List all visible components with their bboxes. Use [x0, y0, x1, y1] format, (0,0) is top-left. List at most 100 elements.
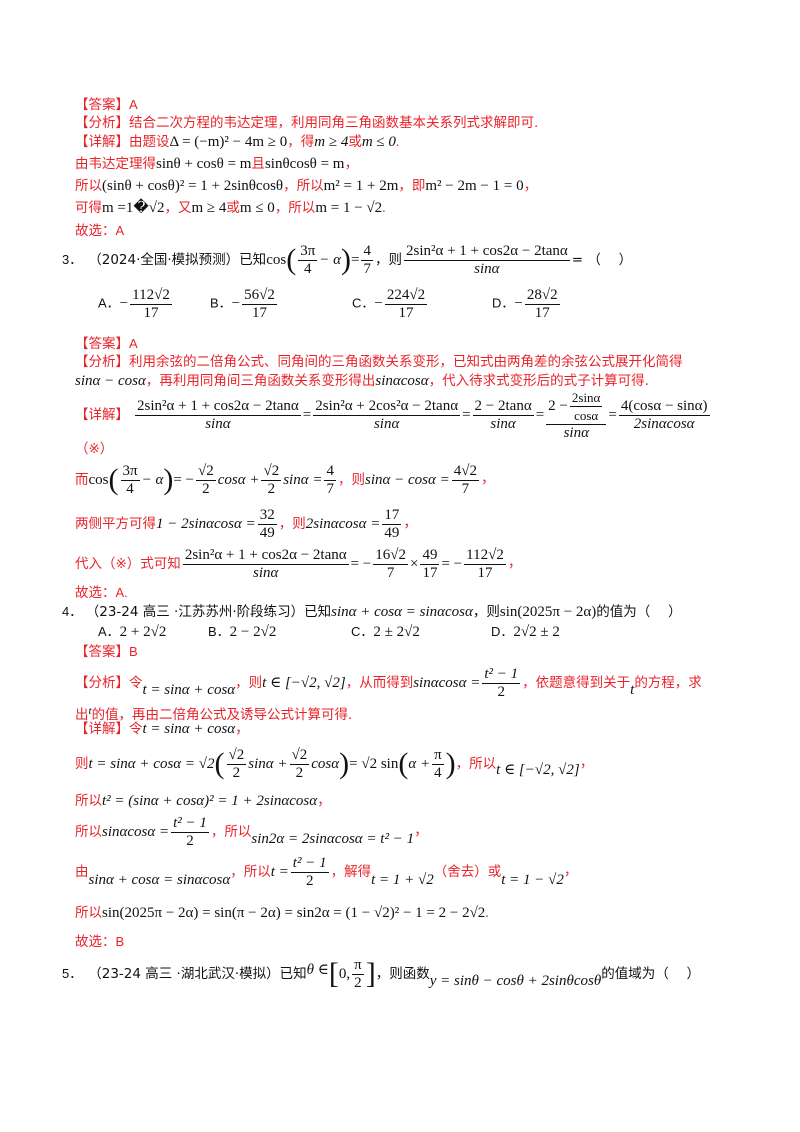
- analysis-text: 结合二次方程的韦达定理，利用同角三角函数基本关系列式求解即可.: [129, 115, 539, 131]
- numerator: 56√2: [242, 286, 277, 305]
- answer-value: A: [129, 97, 138, 112]
- fraction: √2 2: [289, 747, 310, 782]
- numerator: 4(cosα − sinα): [618, 397, 710, 416]
- denominator: 2: [202, 480, 210, 497]
- detail-text: 所以: [75, 793, 102, 809]
- detail-text: .: [485, 906, 489, 921]
- option-b[interactable]: B．− 56√2 17: [210, 287, 352, 322]
- reference-mark: （※）: [75, 441, 114, 457]
- math-expression: 1 − 2sinαcosα =: [156, 516, 256, 532]
- q3-mark: （※）: [75, 440, 113, 459]
- q4-analysis-line2: 出t的值，再由二倍角公式及诱导公式计算可得.: [75, 702, 352, 725]
- detail-text: 所以: [75, 178, 102, 194]
- fraction: 32 49: [257, 507, 277, 542]
- option-label: B．: [208, 624, 230, 639]
- math-expression: m ≤ 0: [239, 200, 275, 216]
- detail-text: ，所以: [455, 756, 497, 772]
- detail-text: .: [395, 135, 400, 150]
- numerator-prefix: 2 −: [548, 397, 568, 414]
- analysis-text: ，再利用同角间三角函数关系变形得出: [145, 373, 376, 389]
- left-paren: (: [398, 747, 409, 780]
- numerator: √2: [196, 462, 216, 481]
- math-expression: t = sinα + cosα: [142, 721, 236, 737]
- detail-text: 所以: [75, 905, 102, 921]
- denominator: 17: [477, 564, 493, 581]
- fraction: 2sin²α + 1 + cos2α − 2tanα sinα: [182, 546, 349, 582]
- numerator: 17: [382, 506, 402, 525]
- option-a[interactable]: A．2 + 2√2: [98, 623, 208, 642]
- numerator: 112√2: [130, 286, 172, 305]
- numerator: t² − 1: [482, 665, 521, 684]
- fraction: 17 49: [382, 506, 402, 542]
- numerator: π: [352, 956, 364, 975]
- right-paren: ): [445, 747, 456, 780]
- detail-text: ，所以: [210, 824, 252, 840]
- math-cos: cos: [88, 472, 109, 488]
- numerator: 4: [361, 242, 373, 261]
- option-a[interactable]: A．− 112√2 17: [98, 287, 210, 322]
- option-sign: −: [374, 295, 383, 312]
- q3-options: A．− 112√2 17 B．− 56√2 17 C．− 224√2 17 D．− 28√2 1…: [98, 282, 562, 326]
- question-number: 5．: [62, 966, 83, 981]
- option-fraction: 28√2 17: [524, 287, 560, 322]
- right-paren: ): [341, 243, 352, 276]
- analysis-label: 【分析】: [75, 354, 129, 370]
- math-expression: m² − 2m − 1 = 0: [425, 178, 524, 194]
- stem-text: ，则函数: [375, 966, 430, 982]
- denominator: 2: [267, 480, 276, 497]
- fraction: √2 2: [226, 746, 247, 782]
- option-b[interactable]: B．2 − 2√2: [208, 623, 351, 642]
- numerator: 2 − 2tanα: [472, 397, 534, 416]
- detail-text: ，解得: [330, 864, 372, 880]
- denominator: 4: [434, 764, 442, 781]
- analysis-text: ，从而得到: [345, 675, 414, 691]
- option-value: 2√2 ± 2: [513, 624, 560, 640]
- q2-result-line: 可得m =1�√2，又m ≥ 4或m ≤ 0，所以m = 1 − √2.: [75, 199, 386, 218]
- q4-detail-line3: 所以t² = (sinα + cosα)² = 1 + 2sinαcosα，: [75, 792, 331, 811]
- q4-options: A．2 + 2√2 B．2 − 2√2 C．2 ± 2√2 D．2√2 ± 2: [98, 623, 560, 642]
- detail-text: ，: [414, 824, 429, 839]
- numerator: √2: [226, 746, 247, 765]
- question-source: （2024·全国·模拟预测）: [88, 252, 240, 268]
- answer-blank: 的值域为（ ）: [601, 966, 700, 982]
- option-sign: −: [231, 295, 241, 312]
- denominator: 7: [386, 564, 395, 581]
- detail-text: ，: [235, 722, 250, 737]
- option-d[interactable]: D．2√2 ± 2: [491, 623, 560, 642]
- denominator: 2: [295, 764, 304, 781]
- denominator: sinα: [490, 415, 516, 432]
- math-expression: sin2α = 2sinαcosα = t² − 1: [251, 831, 415, 847]
- q3-step3: 代入（※）式可知 2sin²α + 1 + cos2α − 2tanα sinα …: [75, 542, 522, 586]
- numerator: t² − 1: [290, 854, 329, 873]
- math-expression: = −: [173, 472, 194, 488]
- denominator: 4: [303, 260, 312, 277]
- denominator: 7: [326, 480, 334, 497]
- option-value: 2 − 2√2: [229, 624, 277, 640]
- fraction: 3π 4: [120, 463, 140, 498]
- math-expression: cosα +: [217, 472, 260, 488]
- denominator: 2: [232, 764, 241, 781]
- denominator: sinα: [373, 415, 400, 432]
- option-d[interactable]: D．− 28√2 17: [492, 287, 562, 322]
- denominator: 2sinαcosα: [633, 415, 695, 432]
- numerator: 2sin²α + 1 + cos2α − 2tanα: [182, 546, 349, 565]
- math-expression: sinα + cosα = sinαcosα: [88, 872, 231, 888]
- left-bracket: [: [328, 957, 339, 990]
- math-expression: m ≤ 0: [361, 134, 396, 150]
- option-value: 2 ± 2√2: [373, 624, 420, 640]
- right-bracket: ]: [365, 957, 376, 990]
- q3-choice-line: 故选：A.: [75, 584, 128, 603]
- choice-value: A.: [115, 585, 128, 600]
- option-sign: −: [119, 295, 129, 312]
- right-paren: ): [163, 463, 174, 496]
- option-c[interactable]: C．− 224√2 17: [352, 287, 492, 322]
- denominator: cosα: [574, 407, 599, 423]
- math-expression: sinαcosα: [375, 373, 429, 389]
- option-c[interactable]: C．2 ± 2√2: [351, 623, 491, 642]
- option-label: A．: [98, 295, 120, 311]
- answer-label: 【答案】: [75, 644, 129, 660]
